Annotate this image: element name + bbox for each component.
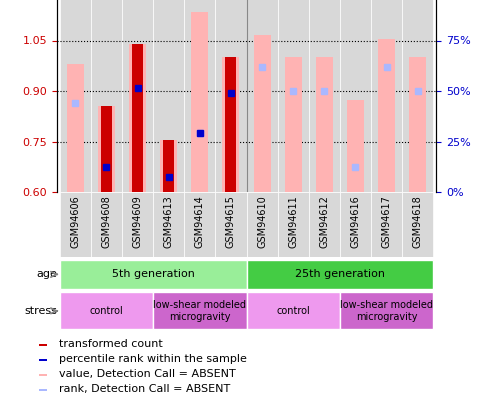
Bar — [60, 192, 91, 257]
Bar — [160, 140, 177, 192]
Bar — [215, 0, 246, 192]
Bar — [184, 192, 215, 257]
Bar — [371, 192, 402, 257]
Text: stress: stress — [25, 306, 57, 316]
Bar — [371, 0, 402, 192]
Bar — [402, 192, 433, 257]
Text: GSM94610: GSM94610 — [257, 196, 267, 248]
Bar — [246, 292, 340, 329]
Text: low-shear modeled
microgravity: low-shear modeled microgravity — [340, 300, 433, 322]
Bar — [309, 0, 340, 192]
Text: age: age — [36, 269, 57, 279]
Text: control: control — [90, 306, 123, 316]
Bar — [184, 0, 215, 192]
Text: GSM94618: GSM94618 — [413, 196, 423, 248]
Text: GSM94606: GSM94606 — [70, 196, 80, 248]
Bar — [60, 292, 153, 329]
Text: 25th generation: 25th generation — [295, 269, 385, 279]
Bar — [340, 192, 371, 257]
Text: control: control — [276, 306, 310, 316]
Bar — [225, 58, 236, 192]
Bar — [39, 359, 46, 361]
Text: GSM94613: GSM94613 — [164, 196, 174, 248]
Text: rank, Detection Call = ABSENT: rank, Detection Call = ABSENT — [59, 384, 230, 394]
Text: GSM94617: GSM94617 — [382, 196, 391, 249]
Bar — [253, 36, 271, 192]
Bar — [122, 192, 153, 257]
Text: GSM94609: GSM94609 — [133, 196, 142, 248]
Bar — [153, 192, 184, 257]
Text: transformed count: transformed count — [59, 339, 163, 349]
Bar — [246, 260, 433, 289]
Bar — [39, 389, 46, 391]
Bar — [246, 0, 278, 192]
Bar — [101, 107, 112, 192]
Text: percentile rank within the sample: percentile rank within the sample — [59, 354, 247, 364]
Text: GSM94612: GSM94612 — [319, 196, 329, 249]
Bar — [316, 58, 333, 192]
Bar — [153, 292, 246, 329]
Bar — [129, 44, 146, 192]
Bar — [67, 64, 84, 192]
Bar — [284, 58, 302, 192]
Text: GSM94611: GSM94611 — [288, 196, 298, 248]
Bar — [91, 0, 122, 192]
Bar — [39, 374, 46, 376]
Bar — [378, 39, 395, 192]
Bar — [39, 343, 46, 346]
Bar — [278, 0, 309, 192]
Bar — [222, 58, 240, 192]
Text: value, Detection Call = ABSENT: value, Detection Call = ABSENT — [59, 369, 236, 379]
Bar — [132, 44, 143, 192]
Bar — [191, 12, 209, 192]
Bar — [402, 0, 433, 192]
Text: 5th generation: 5th generation — [112, 269, 195, 279]
Bar — [409, 58, 426, 192]
Bar — [215, 192, 246, 257]
Text: low-shear modeled
microgravity: low-shear modeled microgravity — [153, 300, 246, 322]
Text: GSM94614: GSM94614 — [195, 196, 205, 248]
Text: GSM94615: GSM94615 — [226, 196, 236, 249]
Bar — [347, 100, 364, 192]
Bar — [309, 192, 340, 257]
Bar — [60, 260, 246, 289]
Text: GSM94616: GSM94616 — [351, 196, 360, 248]
Bar — [91, 192, 122, 257]
Bar — [340, 292, 433, 329]
Bar — [60, 0, 91, 192]
Bar — [246, 192, 278, 257]
Bar — [122, 0, 153, 192]
Bar — [163, 140, 174, 192]
Bar — [278, 192, 309, 257]
Text: GSM94608: GSM94608 — [102, 196, 111, 248]
Bar — [340, 0, 371, 192]
Bar — [153, 0, 184, 192]
Bar — [98, 107, 115, 192]
